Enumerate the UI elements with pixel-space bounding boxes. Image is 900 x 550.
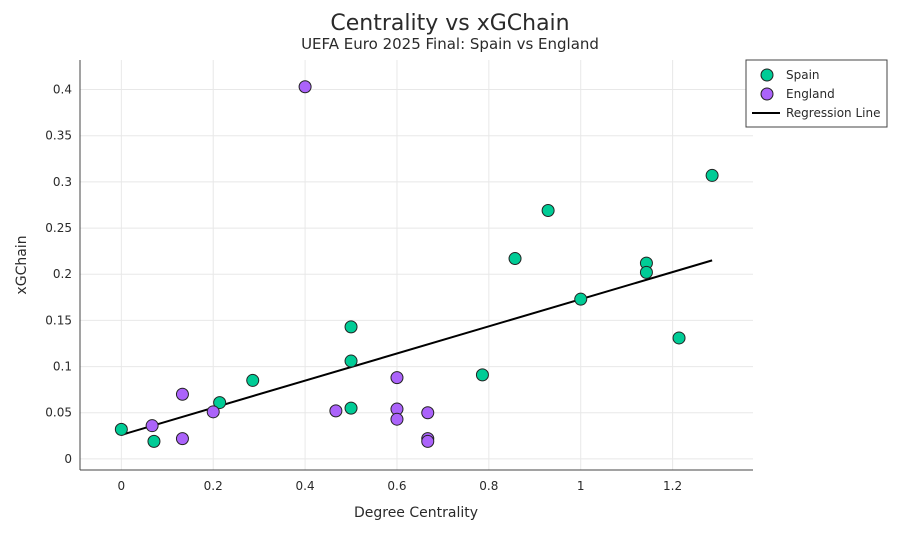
x-tick-label: 0.4 — [296, 479, 315, 493]
data-point-spain — [344, 320, 358, 334]
x-tick-label: 1 — [577, 479, 585, 493]
x-tick-label: 0.6 — [387, 479, 406, 493]
y-tick-label: 0.35 — [45, 129, 72, 143]
y-tick-label: 0 — [64, 452, 72, 466]
data-point-england — [175, 432, 189, 446]
axes — [79, 60, 753, 471]
y-tick-label: 0.3 — [53, 175, 72, 189]
data-point-spain — [147, 434, 161, 448]
legend-label-england: England — [786, 87, 835, 101]
legend-label-spain: Spain — [786, 68, 820, 82]
data-point-england — [145, 419, 159, 433]
data-point-spain — [344, 354, 358, 368]
data-point-spain — [114, 422, 128, 436]
data-point-spain — [246, 373, 260, 387]
data-point-spain — [639, 265, 653, 279]
y-axis-title: xGChain — [14, 235, 30, 294]
x-tick-label: 0.8 — [479, 479, 498, 493]
data-point-spain — [672, 331, 686, 345]
data-point-spain — [508, 252, 522, 266]
legend-marker-spain — [760, 68, 774, 82]
y-tick-label: 0.05 — [45, 406, 72, 420]
x-tick-label: 0 — [118, 479, 126, 493]
data-point-spain — [705, 168, 719, 182]
x-axis-title: Degree Centrality — [354, 505, 478, 521]
data-point-england — [390, 412, 404, 426]
legend-label-regression: Regression Line — [786, 106, 880, 120]
data-point-spain — [213, 396, 227, 410]
legend: Spain England Regression Line — [745, 59, 888, 128]
data-point-spain — [541, 204, 555, 218]
y-tick-label: 0.2 — [53, 267, 72, 281]
data-point-spain — [344, 401, 358, 415]
y-tick-label: 0.4 — [53, 83, 72, 97]
data-point-england — [421, 434, 435, 448]
data-points — [114, 80, 719, 448]
data-point-england — [298, 80, 312, 94]
data-point-england — [175, 387, 189, 401]
data-point-england — [329, 404, 343, 418]
grid-lines — [80, 60, 753, 470]
y-tick-label: 0.15 — [45, 313, 72, 327]
data-point-spain — [574, 292, 588, 306]
y-tick-label: 0.1 — [53, 360, 72, 374]
data-point-england — [390, 371, 404, 385]
x-tick-label: 0.2 — [204, 479, 223, 493]
data-point-england — [421, 406, 435, 420]
chart-subtitle: UEFA Euro 2025 Final: Spain vs England — [301, 35, 599, 53]
data-point-england — [206, 405, 220, 419]
x-tick-label: 1.2 — [663, 479, 682, 493]
data-point-spain — [475, 368, 489, 382]
chart-title: Centrality vs xGChain — [330, 11, 569, 36]
y-tick-label: 0.25 — [45, 221, 72, 235]
legend-marker-england — [760, 87, 774, 101]
tick-labels: 0 0.2 0.4 0.6 0.8 1 1.2 0 0.05 0.1 0.15 0.2 0.25 0.3 0… — [45, 83, 682, 493]
